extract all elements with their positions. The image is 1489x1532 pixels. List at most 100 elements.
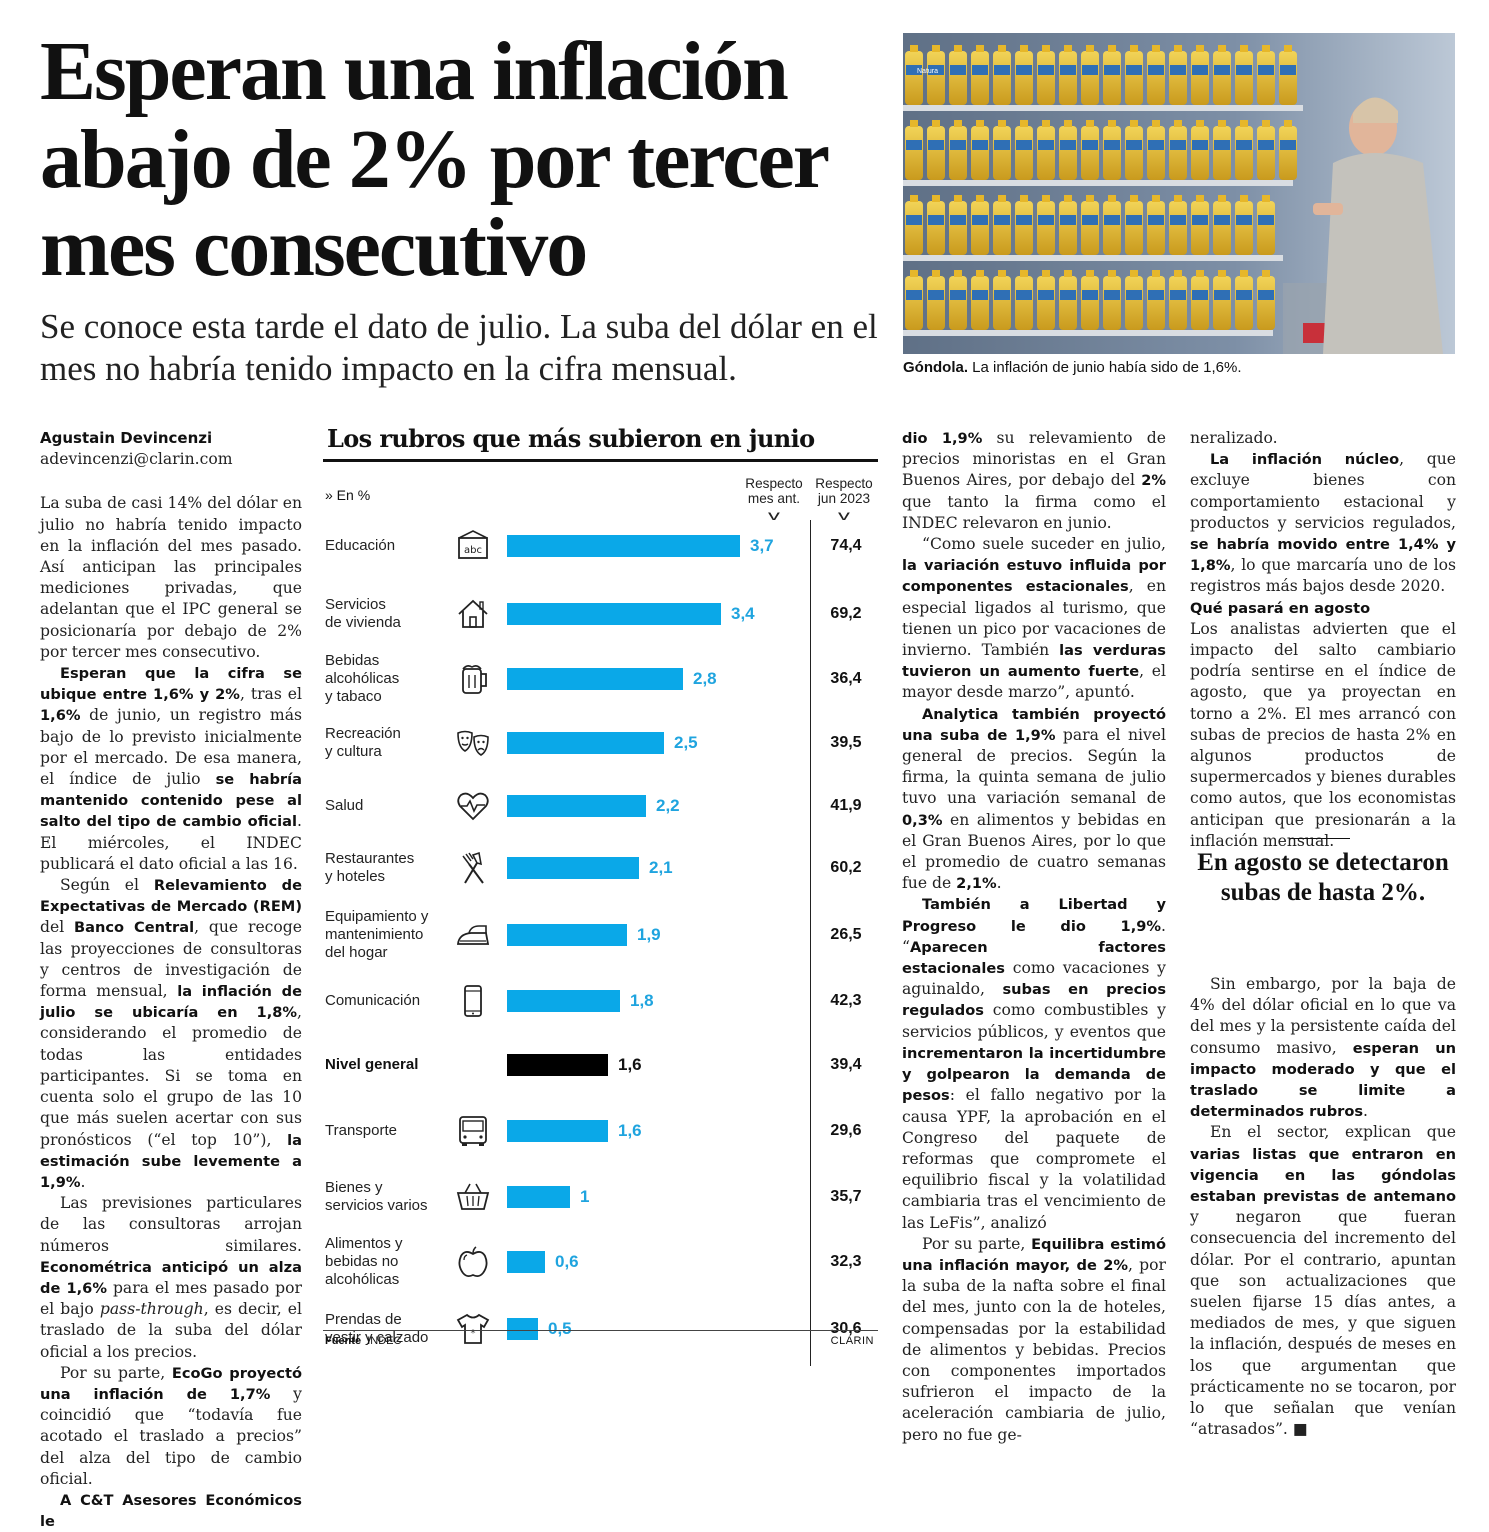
bottle-cap <box>910 120 918 127</box>
oil-bottle <box>1191 51 1209 105</box>
bottle-label <box>1126 65 1142 75</box>
oil-bottle <box>993 51 1011 105</box>
bottle-label <box>972 65 988 75</box>
bottle-label <box>1236 290 1252 300</box>
oil-bottle <box>1125 201 1143 255</box>
bottle-label <box>1148 290 1164 300</box>
bottle-label <box>1192 290 1208 300</box>
oil-bottle <box>1037 201 1055 255</box>
oil-bottle <box>1213 201 1231 255</box>
bus-icon <box>455 1113 491 1149</box>
end-mark: ■ <box>1292 1420 1308 1439</box>
paragraph: Esperan que la cifra se ubique entre 1,6… <box>40 665 302 873</box>
paragraph: Los analistas advierten que el impacto d… <box>1190 619 1456 850</box>
oil-bottle <box>1125 276 1143 330</box>
oil-bottle <box>949 201 967 255</box>
bottle-label <box>1214 140 1230 150</box>
section-subhead: Qué pasará en agosto <box>1190 599 1371 617</box>
bottle-cap <box>1218 195 1226 202</box>
paragraph: neralizado. <box>1190 429 1278 447</box>
bottle-cap <box>1108 45 1116 52</box>
bottle-cap <box>1042 195 1050 202</box>
bottle-cap <box>954 45 962 52</box>
category-label: Recreación y cultura <box>325 725 401 760</box>
yearly-value: 39,5 <box>830 734 862 751</box>
bottle-cap <box>976 195 984 202</box>
yearly-value: 39,4 <box>830 1056 862 1073</box>
bottle-label <box>1148 65 1164 75</box>
oil-bottle <box>905 126 923 180</box>
bottle-label <box>1126 215 1142 225</box>
oil-bottle <box>971 201 989 255</box>
oil-bottle <box>1081 51 1099 105</box>
bar-value-label: 2,2 <box>656 796 680 815</box>
bottle-label <box>1214 65 1230 75</box>
bar <box>507 990 620 1012</box>
inflation-chart: Los rubros que más subieron en junio » E… <box>323 416 878 1388</box>
bottle-label <box>1060 140 1076 150</box>
paragraph: Sin embargo, por la baja de 4% del dólar… <box>1190 975 1456 1121</box>
chart-row: Servicios de vivienda 3,4 69,2 <box>323 584 878 644</box>
chevron-down-icon: v <box>838 507 850 523</box>
author-email[interactable]: adevincenzi@clarin.com <box>40 450 233 469</box>
bottle-cap <box>1284 120 1292 127</box>
bar <box>507 857 639 879</box>
bottle-cap <box>954 120 962 127</box>
bar <box>507 795 646 817</box>
bottle-cap <box>998 45 1006 52</box>
yearly-value: 26,5 <box>830 926 862 943</box>
oil-bottle <box>971 126 989 180</box>
smartphone-icon <box>455 983 491 1019</box>
paragraph: La suba de casi 14% del dólar en julio n… <box>40 494 302 661</box>
oil-bottle <box>949 126 967 180</box>
bottle-cap <box>976 270 984 277</box>
bottle-label <box>1016 290 1032 300</box>
bottle-label <box>994 290 1010 300</box>
chart-row: Recreación y cultura 2,5 39,5 <box>323 713 878 773</box>
bar <box>507 924 627 946</box>
oil-bottle <box>1257 126 1275 180</box>
bottle-label <box>1170 290 1186 300</box>
bottle-label <box>1148 215 1164 225</box>
bottle-cap <box>1152 45 1160 52</box>
bottle-cap <box>1042 270 1050 277</box>
bottle-label <box>1082 140 1098 150</box>
bottle-label <box>1104 215 1120 225</box>
bottle-label <box>1016 140 1032 150</box>
bottle-label <box>972 140 988 150</box>
bottle-label <box>1060 290 1076 300</box>
chart-title-rule <box>323 459 878 462</box>
bottle-label <box>1126 290 1142 300</box>
apple-icon <box>455 1244 491 1280</box>
bottle-cap <box>1240 195 1248 202</box>
yearly-value: 30,6 <box>830 1320 862 1337</box>
shelf-brand-text: Natura <box>917 68 938 75</box>
bottle-cap <box>1218 120 1226 127</box>
bottle-cap <box>1262 120 1270 127</box>
bottle-label <box>1148 140 1164 150</box>
bottle-label <box>972 215 988 225</box>
bottle-label <box>1038 65 1054 75</box>
bottle-label <box>1170 65 1186 75</box>
shelf <box>903 180 1293 186</box>
fork-knife-icon <box>455 850 491 886</box>
bottle-cap <box>1174 195 1182 202</box>
bottle-cap <box>1086 195 1094 202</box>
chart-footer-rule <box>323 1330 878 1331</box>
oil-bottle <box>1103 51 1121 105</box>
paragraph: Las previsiones particulares de las cons… <box>40 1194 302 1361</box>
column-1: Agustain Devincenzi adevincenzi@clarin.c… <box>40 428 302 1532</box>
oil-bottle <box>1103 126 1121 180</box>
bottle-label <box>1192 65 1208 75</box>
bottle-label <box>906 215 922 225</box>
oil-bottle <box>1059 51 1077 105</box>
bar-value-label: 2,5 <box>674 733 698 752</box>
category-label: Bienes y servicios varios <box>325 1179 428 1214</box>
abc-board-icon: abc <box>455 528 491 564</box>
bottle-cap <box>1196 270 1204 277</box>
bottle-cap <box>998 270 1006 277</box>
bar-value-label: 2,8 <box>693 669 717 688</box>
oil-bottle <box>1191 201 1209 255</box>
oil-bottle <box>1169 276 1187 330</box>
column-header-year: Respecto jun 2023 v <box>809 476 879 522</box>
